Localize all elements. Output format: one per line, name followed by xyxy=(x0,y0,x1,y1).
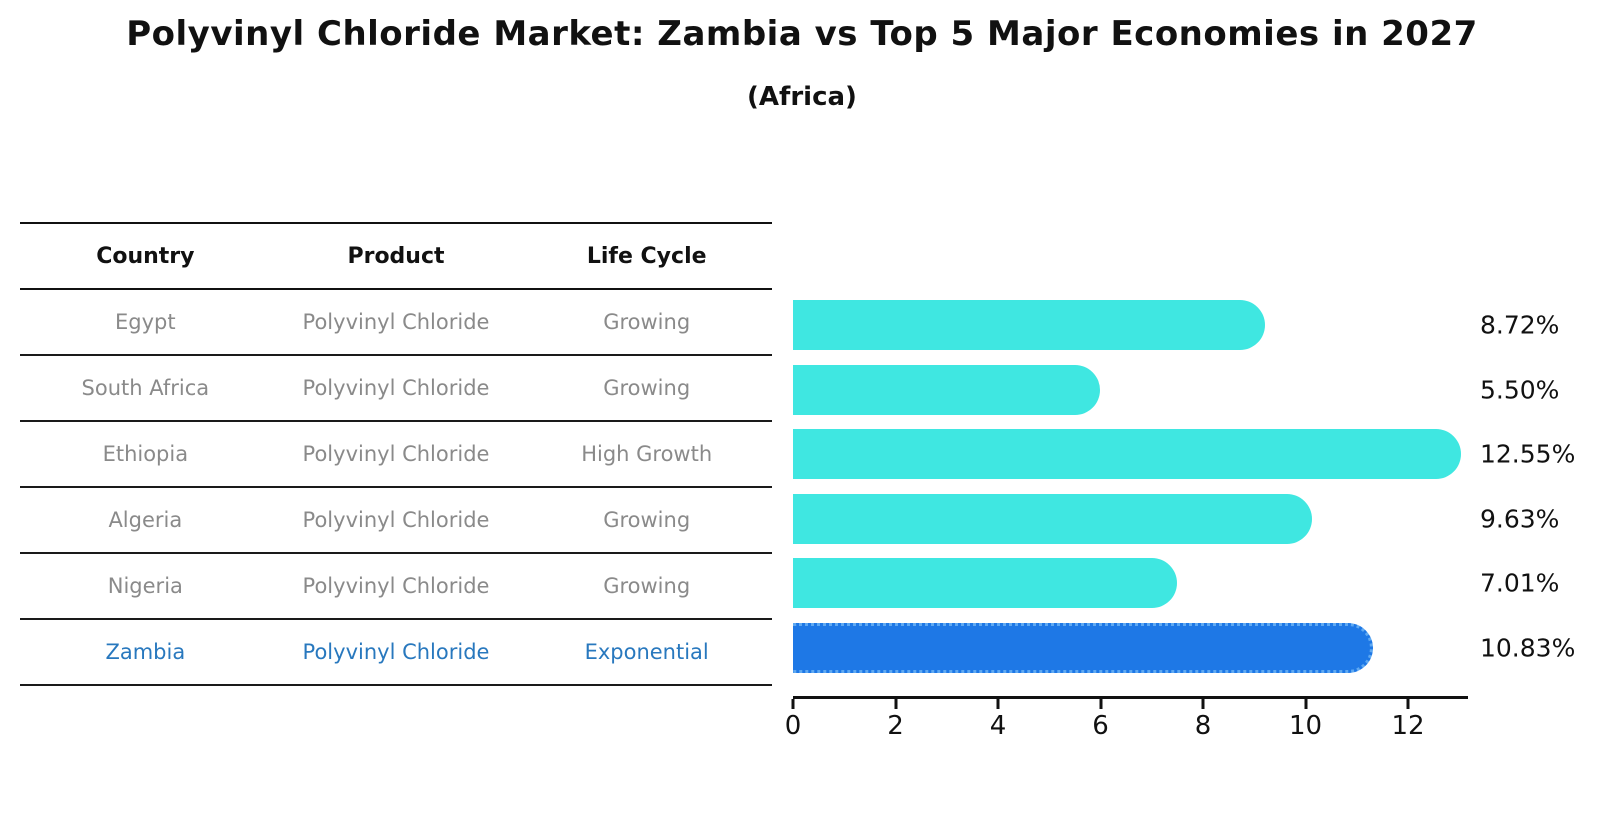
x-tick-label: 8 xyxy=(1194,711,1212,741)
x-tick-label: 4 xyxy=(989,711,1007,741)
table-row-algeria: Algeria Polyvinyl Chloride Growing xyxy=(20,488,772,554)
value-label-south-africa: 5.50% xyxy=(1480,375,1560,405)
table-row-ethiopia: Ethiopia Polyvinyl Chloride High Growth xyxy=(20,422,772,488)
x-axis xyxy=(793,696,1468,699)
table-header-row: Country Product Life Cycle xyxy=(20,222,772,290)
x-tick-label: 12 xyxy=(1391,711,1425,741)
life-cycle-cell: Exponential xyxy=(584,640,709,664)
value-label-algeria: 9.63% xyxy=(1480,504,1560,534)
table-header-life-cycle: Life Cycle xyxy=(586,243,707,269)
table-row-zambia: Zambia Polyvinyl Chloride Exponential xyxy=(20,620,772,686)
table-row-egypt: Egypt Polyvinyl Chloride Growing xyxy=(20,290,772,356)
x-tick-label: 2 xyxy=(887,711,904,741)
life-cycle-cell: Growing xyxy=(603,310,691,334)
x-tick xyxy=(894,699,897,709)
x-tick-label: 10 xyxy=(1288,711,1323,741)
bar-egypt xyxy=(793,300,1265,350)
life-cycle-cell: Growing xyxy=(603,508,691,532)
x-tick xyxy=(791,699,795,709)
product-cell: Polyvinyl Chloride xyxy=(302,508,490,532)
country-cell: Zambia xyxy=(105,640,186,664)
country-table: Country Product Life Cycle Egypt Polyviny… xyxy=(20,222,772,686)
product-cell: Polyvinyl Chloride xyxy=(302,376,490,400)
bar-ethiopia xyxy=(793,429,1461,479)
value-label-ethiopia: 12.55% xyxy=(1480,439,1576,469)
chart-subtitle: (Africa) xyxy=(747,82,857,112)
table-row-nigeria: Nigeria Polyvinyl Chloride Growing xyxy=(20,554,772,620)
country-cell: Ethiopia xyxy=(102,442,189,466)
table-header-product: Product xyxy=(347,243,445,269)
x-tick-label: 6 xyxy=(1092,711,1109,741)
table-header-country: Country xyxy=(96,243,195,269)
bar-algeria xyxy=(793,494,1312,544)
x-tick xyxy=(1304,699,1307,709)
country-cell: Nigeria xyxy=(107,574,183,598)
country-cell: Algeria xyxy=(108,508,183,532)
product-cell: Polyvinyl Chloride xyxy=(302,442,490,466)
x-tick xyxy=(1406,699,1410,709)
product-cell: Polyvinyl Chloride xyxy=(302,574,490,598)
product-cell: Polyvinyl Chloride xyxy=(302,310,490,334)
chart-title: Polyvinyl Chloride Market: Zambia vs Top… xyxy=(126,14,1478,54)
bar-zambia xyxy=(793,623,1373,673)
country-cell: Egypt xyxy=(115,310,176,334)
table-row-south-africa: South Africa Polyvinyl Chloride Growing xyxy=(20,356,772,422)
life-cycle-cell: High Growth xyxy=(581,442,713,466)
bar-south-africa xyxy=(793,365,1100,415)
life-cycle-cell: Growing xyxy=(603,376,691,400)
x-tick-label: 0 xyxy=(784,711,802,741)
x-tick xyxy=(1099,699,1102,709)
life-cycle-cell: Growing xyxy=(603,574,691,598)
value-label-nigeria: 7.01% xyxy=(1480,568,1560,598)
bar-nigeria xyxy=(793,558,1177,608)
table-body: Egypt Polyvinyl Chloride Growing South Afri… xyxy=(20,290,772,686)
value-label-zambia: 10.83% xyxy=(1480,633,1576,663)
country-cell: South Africa xyxy=(81,376,210,400)
x-tick xyxy=(996,699,1000,709)
x-tick xyxy=(1201,699,1205,709)
value-label-egypt: 8.72% xyxy=(1480,310,1560,340)
product-cell: Polyvinyl Chloride xyxy=(302,640,490,664)
